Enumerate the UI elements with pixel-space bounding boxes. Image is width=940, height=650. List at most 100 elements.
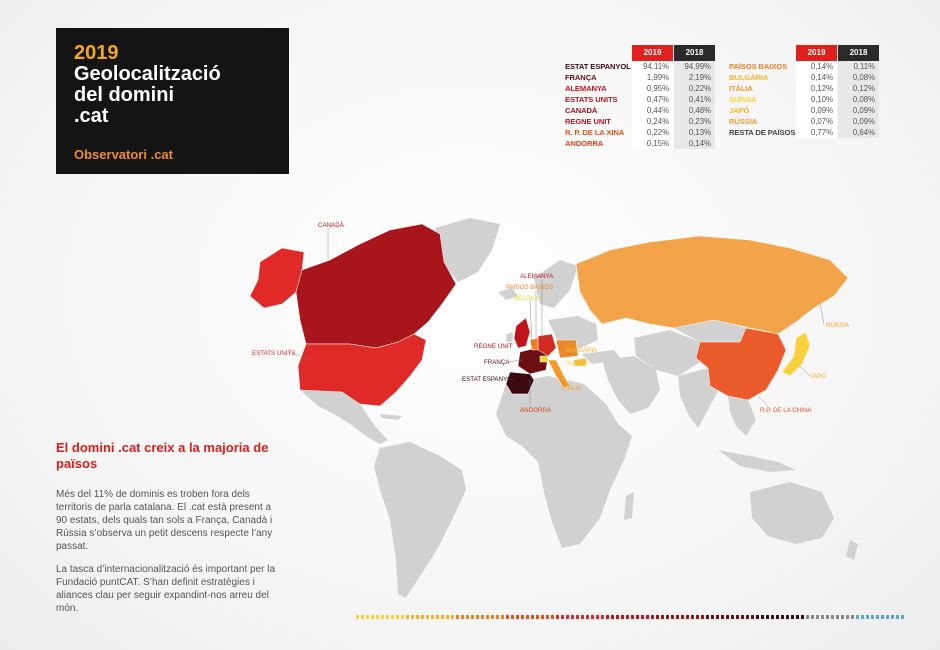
strip-tick <box>826 615 829 619</box>
strip-tick <box>556 615 559 619</box>
label-belgium: BÈLGICA <box>514 295 542 302</box>
stats-row: PAÏSOS BAIXOS 0,14% 0,11% <box>729 61 880 72</box>
country-name: ESTATS UNITS <box>565 95 618 104</box>
strip-tick <box>396 615 399 619</box>
strip-tick <box>776 615 779 619</box>
label-usa: ESTATS UNITS <box>252 350 295 357</box>
strip-tick <box>781 615 784 619</box>
strip-tick <box>681 615 684 619</box>
stats-table-left: 2019 2018 ESTAT ESPANYOL 94,11% 94,99% FRAN… <box>565 45 716 149</box>
value-2019: 0,14% <box>796 61 837 72</box>
label-netherlands: PAÏSOS BAIXOS <box>506 284 553 291</box>
map-label-text: CANADÀ ESTATS UNITS REGNE UNIT FRANÇA ES… <box>252 222 850 414</box>
leader-france <box>507 359 523 363</box>
strip-tick <box>731 615 734 619</box>
strip-tick <box>531 615 534 619</box>
value-2018: 0,48% <box>674 105 715 116</box>
country-name: JAPÓ <box>729 106 750 115</box>
label-france: FRANÇA <box>484 359 510 366</box>
strip-tick <box>416 615 419 619</box>
value-2019: 0,24% <box>632 116 673 127</box>
country-name: ITÀLIA <box>729 84 753 93</box>
value-2019: 0,10% <box>796 94 837 105</box>
strip-tick <box>421 615 424 619</box>
label-china: R.P. DE LA CHINA <box>760 407 812 414</box>
country-iceland <box>498 288 518 300</box>
strip-tick <box>466 615 469 619</box>
value-2018: 0,23% <box>674 116 715 127</box>
strip-tick <box>766 615 769 619</box>
continent-africa <box>496 376 632 548</box>
title-box: 2019 Geolocalització del domini .cat Obs… <box>56 28 289 174</box>
strip-tick <box>456 615 459 619</box>
strip-tick <box>656 615 659 619</box>
strip-tick <box>891 615 894 619</box>
page-title: Geolocalització del domini .cat <box>74 63 221 127</box>
country-russia <box>575 235 849 335</box>
stats-table-right: 2019 2018 PAÏSOS BAIXOS 0,14% 0,11% BULGÀRI… <box>729 45 880 138</box>
stats-rows: ESTAT ESPANYOL 94,11% 94,99% FRANÇA 1,99% 2,1… <box>565 61 716 149</box>
strip-tick <box>836 615 839 619</box>
country-japan <box>781 331 811 377</box>
strip-tick <box>501 615 504 619</box>
world-map: CANADÀ ESTATS UNITS REGNE UNIT FRANÇA ES… <box>249 218 858 598</box>
country-canada <box>295 223 457 349</box>
country-name: ANDORRA <box>565 139 604 148</box>
strip-tick <box>901 615 904 619</box>
stats-row: FRANÇA 1,99% 2,19% <box>565 72 716 83</box>
strip-tick <box>591 615 594 619</box>
strip-tick <box>371 615 374 619</box>
strip-tick <box>821 615 824 619</box>
label-canada: CANADÀ <box>318 222 345 229</box>
strip-tick <box>386 615 389 619</box>
strip-tick <box>506 615 509 619</box>
strip-tick <box>571 615 574 619</box>
value-2019: 1,99% <box>632 72 673 83</box>
value-2019: 0,09% <box>796 105 837 116</box>
value-2018: 0,09% <box>838 116 879 127</box>
value-2019: 0,44% <box>632 105 673 116</box>
strip-tick <box>541 615 544 619</box>
value-2019: 0,07% <box>796 116 837 127</box>
strip-tick <box>856 615 859 619</box>
stats-header: 2019 2018 <box>632 45 716 61</box>
leader-usa <box>287 351 313 361</box>
strip-tick <box>651 615 654 619</box>
strip-tick <box>876 615 879 619</box>
label-russia: RÚSSIA <box>826 322 850 329</box>
country-turkey <box>582 350 622 364</box>
strip-tick <box>746 615 749 619</box>
value-2018: 94,99% <box>674 61 715 72</box>
header-2018: 2018 <box>674 45 715 61</box>
strip-tick <box>496 615 499 619</box>
region-middle-east <box>602 356 660 414</box>
strip-tick <box>646 615 649 619</box>
label-spain: ESTAT ESPANYOL <box>462 376 516 383</box>
strip-tick <box>686 615 689 619</box>
strip-tick <box>841 615 844 619</box>
label-switzerland: SUÏSSA <box>566 360 590 367</box>
strip-tick <box>801 615 804 619</box>
country-name: FRANÇA <box>565 73 597 82</box>
strip-tick <box>471 615 474 619</box>
paragraph-intro: Més del 11% de dominis es troben fora de… <box>56 489 273 552</box>
value-2018: 0,22% <box>674 83 715 94</box>
country-name: RÚSSIA <box>729 117 758 126</box>
strip-tick <box>606 615 609 619</box>
country-mexico <box>300 390 388 444</box>
strip-tick <box>641 615 644 619</box>
strip-tick <box>561 615 564 619</box>
strip-tick <box>736 615 739 619</box>
strip-tick <box>866 615 869 619</box>
land-other <box>300 218 858 598</box>
stats-row: CANADÀ 0,44% 0,48% <box>565 105 716 116</box>
stats-row: JAPÓ 0,09% 0,09% <box>729 105 880 116</box>
strip-tick <box>451 615 454 619</box>
value-2019: 0,47% <box>632 94 673 105</box>
strip-tick <box>626 615 629 619</box>
value-2019: 94,11% <box>632 61 673 72</box>
strip-tick <box>391 615 394 619</box>
strip-tick <box>621 615 624 619</box>
strip-tick <box>431 615 434 619</box>
